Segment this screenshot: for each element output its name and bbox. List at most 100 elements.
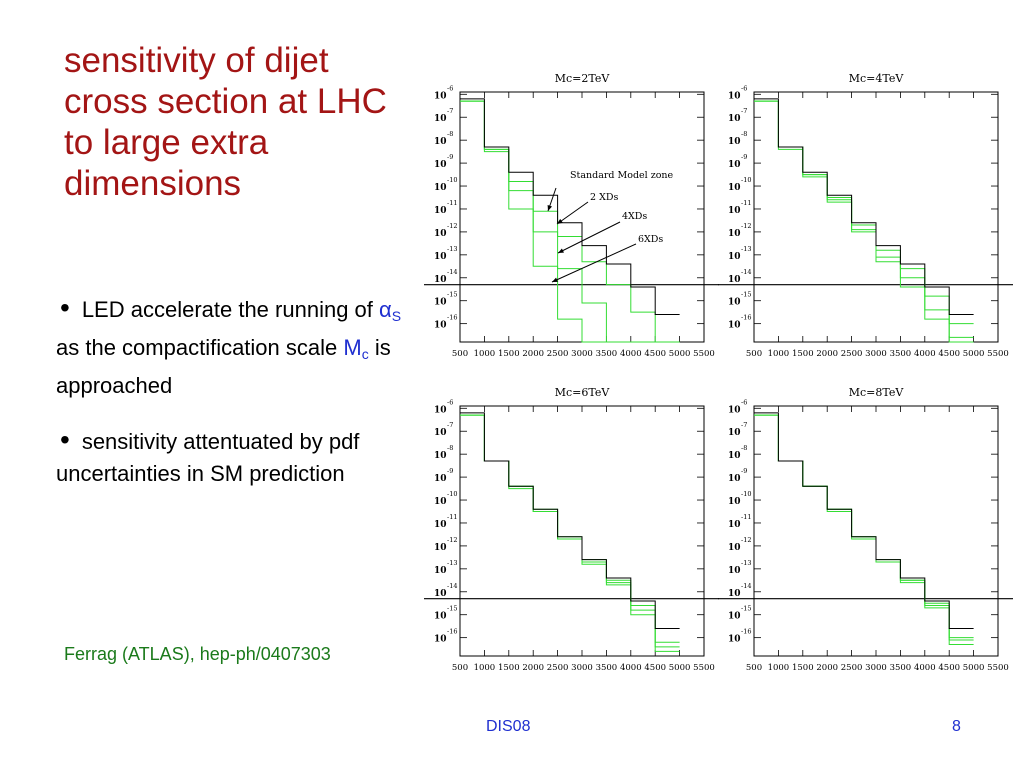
x-tick-label: 3500 [890, 663, 912, 673]
y-tick-exponent: -6 [447, 84, 453, 92]
y-tick-exponent: -9 [447, 467, 453, 475]
x-tick-label: 1000 [768, 663, 790, 673]
x-tick-label: 5500 [987, 663, 1009, 673]
bullet-2-text: sensitivity attentuated by pdf uncertain… [56, 429, 360, 486]
y-tick-exponent: -13 [447, 245, 457, 253]
y-tick-exponent: -9 [741, 153, 747, 161]
x-tick-label: 5500 [987, 349, 1009, 359]
y-tick-label: 10 [434, 252, 447, 262]
y-tick-exponent: -13 [741, 559, 751, 567]
series-6xds [460, 100, 680, 343]
annotation-label: 6XDs [638, 234, 663, 245]
series-standard-model-zone [754, 412, 974, 629]
chart-title: Mc=2TeV [555, 72, 611, 85]
y-tick-exponent: -14 [741, 582, 751, 590]
chart-svg: Mc=8TeV 500 1000 1500 2000 2500 3000 3500 4000 45… [718, 386, 1013, 673]
chart-svg: Mc=4TeV 500 1000 1500 2000 2500 3000 3500 4000 45… [718, 72, 1013, 359]
y-tick-exponent: -12 [447, 222, 457, 230]
y-tick-exponent: -7 [447, 107, 453, 115]
y-tick-exponent: -13 [741, 245, 751, 253]
x-tick-label: 500 [452, 349, 468, 359]
y-tick-exponent: -16 [447, 628, 457, 636]
x-tick-label: 5000 [963, 349, 985, 359]
plot-frame [753, 405, 999, 657]
bullet-1-text-b: as the compactification scale [56, 335, 344, 360]
y-tick-exponent: -8 [741, 130, 747, 138]
annotation-arrow [557, 221, 621, 254]
x-tick-label: 2500 [547, 349, 569, 359]
y-tick-label: 10 [728, 451, 741, 461]
y-tick-label: 10 [434, 91, 447, 101]
y-tick-exponent: -8 [447, 444, 453, 452]
y-tick-exponent: -11 [447, 199, 457, 207]
bullet-dot-1: • [60, 292, 70, 323]
x-tick-label: 5500 [693, 349, 715, 359]
y-tick-label: 10 [434, 428, 447, 438]
y-tick-label: 10 [728, 298, 741, 308]
series-4xds [754, 100, 974, 338]
series-6xds [460, 414, 680, 652]
y-tick-exponent: -10 [741, 490, 751, 498]
y-tick-exponent: -10 [447, 490, 457, 498]
mc-subscript: c [361, 346, 369, 362]
y-tick-label: 10 [728, 520, 741, 530]
x-tick-label: 2500 [841, 663, 863, 673]
chart-mc-6tev: Mc=6TeV 500 1000 1500 2000 2500 3000 3500 4000 45… [424, 384, 719, 674]
x-tick-label: 500 [746, 349, 762, 359]
y-tick-exponent: -11 [741, 513, 751, 521]
x-tick-label: 3000 [571, 663, 593, 673]
bullet-item-1: • LED accelerate the running of αS as the… [56, 292, 416, 402]
chart-mc-4tev: Mc=4TeV 500 1000 1500 2000 2500 3000 3500 4000 45… [718, 70, 1013, 360]
y-tick-label: 10 [728, 321, 741, 331]
series-4xds [460, 414, 680, 648]
chart-svg: Mc=6TeV 500 1000 1500 2000 2500 3000 3500 4000 45… [424, 386, 719, 673]
y-tick-label: 10 [434, 206, 447, 216]
x-tick-label: 3500 [596, 349, 618, 359]
y-tick-label: 10 [434, 298, 447, 308]
alpha-symbol: α [379, 297, 392, 322]
page-number: 8 [952, 718, 961, 735]
chart-mc-2tev: Mc=2TeV 500 1000 1500 2000 2500 3000 3500 4000 45… [424, 70, 719, 360]
y-tick-label: 10 [728, 566, 741, 576]
y-tick-exponent: -14 [447, 268, 457, 276]
y-tick-label: 10 [434, 497, 447, 507]
y-tick-exponent: -11 [447, 513, 457, 521]
y-tick-exponent: -9 [741, 467, 747, 475]
y-tick-exponent: -8 [447, 130, 453, 138]
x-tick-label: 1500 [498, 663, 520, 673]
x-tick-label: 500 [746, 663, 762, 673]
chart-title: Mc=4TeV [849, 72, 905, 85]
y-tick-exponent: -16 [741, 628, 751, 636]
y-tick-label: 10 [728, 405, 741, 415]
x-tick-label: 1000 [768, 349, 790, 359]
y-tick-exponent: -10 [447, 176, 457, 184]
y-tick-exponent: -15 [741, 291, 751, 299]
bullet-dot-2: • [60, 424, 70, 455]
y-tick-label: 10 [434, 612, 447, 622]
y-tick-label: 10 [434, 405, 447, 415]
arrow-head [552, 277, 558, 282]
x-tick-label: 1500 [792, 349, 814, 359]
y-tick-label: 10 [434, 474, 447, 484]
annotation-label: 2 XDs [590, 192, 618, 203]
citation: Ferrag (ATLAS), hep-ph/0407303 [64, 644, 331, 664]
x-tick-label: 500 [452, 663, 468, 673]
arrow-head [547, 205, 553, 211]
y-tick-exponent: -12 [741, 222, 751, 230]
arrow-head [557, 218, 563, 224]
mc-symbol: M [343, 335, 362, 360]
y-tick-exponent: -6 [741, 398, 747, 406]
x-tick-label: 3500 [596, 663, 618, 673]
x-tick-label: 1500 [792, 663, 814, 673]
y-tick-label: 10 [434, 275, 447, 285]
series-standard-model-zone [460, 412, 680, 629]
y-tick-exponent: -7 [741, 107, 747, 115]
y-tick-label: 10 [728, 137, 741, 147]
x-tick-label: 4000 [620, 349, 642, 359]
bullet-item-2: • sensitivity attentuated by pdf uncertai… [56, 424, 416, 490]
annotation-arrow [556, 201, 589, 225]
x-tick-label: 4500 [938, 663, 960, 673]
y-tick-exponent: -16 [741, 314, 751, 322]
annotation-label: Standard Model zone [570, 170, 674, 181]
series-2-xds [754, 414, 974, 639]
